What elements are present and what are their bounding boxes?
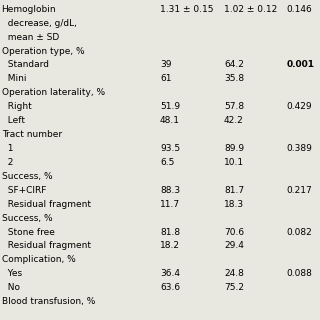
Text: mean ± SD: mean ± SD [2, 33, 59, 42]
Text: 18.2: 18.2 [160, 241, 180, 251]
Text: Operation laterality, %: Operation laterality, % [2, 88, 105, 97]
Text: decrease, g/dL,: decrease, g/dL, [2, 19, 76, 28]
Text: 0.429: 0.429 [286, 102, 312, 111]
Text: 24.8: 24.8 [224, 269, 244, 278]
Text: Tract number: Tract number [2, 130, 62, 139]
Text: No: No [2, 283, 20, 292]
Text: Mini: Mini [2, 74, 26, 84]
Text: Blood transfusion, %: Blood transfusion, % [2, 297, 95, 306]
Text: 36.4: 36.4 [160, 269, 180, 278]
Text: Success, %: Success, % [2, 172, 52, 181]
Text: Standard: Standard [2, 60, 49, 69]
Text: 64.2: 64.2 [224, 60, 244, 69]
Text: Stone free: Stone free [2, 228, 54, 236]
Text: Left: Left [2, 116, 25, 125]
Text: 1.02 ± 0.12: 1.02 ± 0.12 [224, 5, 277, 14]
Text: 18.3: 18.3 [224, 200, 244, 209]
Text: 88.3: 88.3 [160, 186, 180, 195]
Text: Complication, %: Complication, % [2, 255, 75, 264]
Text: 81.7: 81.7 [224, 186, 244, 195]
Text: 1: 1 [2, 144, 13, 153]
Text: Operation type, %: Operation type, % [2, 46, 84, 56]
Text: Hemoglobin: Hemoglobin [2, 5, 56, 14]
Text: Right: Right [2, 102, 31, 111]
Text: 1.31 ± 0.15: 1.31 ± 0.15 [160, 5, 213, 14]
Text: 89.9: 89.9 [224, 144, 244, 153]
Text: 10.1: 10.1 [224, 158, 244, 167]
Text: 6.5: 6.5 [160, 158, 174, 167]
Text: 57.8: 57.8 [224, 102, 244, 111]
Text: 0.082: 0.082 [286, 228, 312, 236]
Text: 61: 61 [160, 74, 172, 84]
Text: SF+CIRF: SF+CIRF [2, 186, 46, 195]
Text: Residual fragment: Residual fragment [2, 241, 91, 251]
Text: 42.2: 42.2 [224, 116, 244, 125]
Text: Yes: Yes [2, 269, 22, 278]
Text: Success, %: Success, % [2, 214, 52, 223]
Text: Residual fragment: Residual fragment [2, 200, 91, 209]
Text: 51.9: 51.9 [160, 102, 180, 111]
Text: 11.7: 11.7 [160, 200, 180, 209]
Text: 81.8: 81.8 [160, 228, 180, 236]
Text: 0.088: 0.088 [286, 269, 312, 278]
Text: 48.1: 48.1 [160, 116, 180, 125]
Text: 0.389: 0.389 [286, 144, 312, 153]
Text: 2: 2 [2, 158, 13, 167]
Text: 63.6: 63.6 [160, 283, 180, 292]
Text: 35.8: 35.8 [224, 74, 244, 84]
Text: 0.001: 0.001 [286, 60, 314, 69]
Text: 39: 39 [160, 60, 172, 69]
Text: 70.6: 70.6 [224, 228, 244, 236]
Text: 75.2: 75.2 [224, 283, 244, 292]
Text: 0.217: 0.217 [286, 186, 312, 195]
Text: 0.146: 0.146 [286, 5, 312, 14]
Text: 93.5: 93.5 [160, 144, 180, 153]
Text: 29.4: 29.4 [224, 241, 244, 251]
